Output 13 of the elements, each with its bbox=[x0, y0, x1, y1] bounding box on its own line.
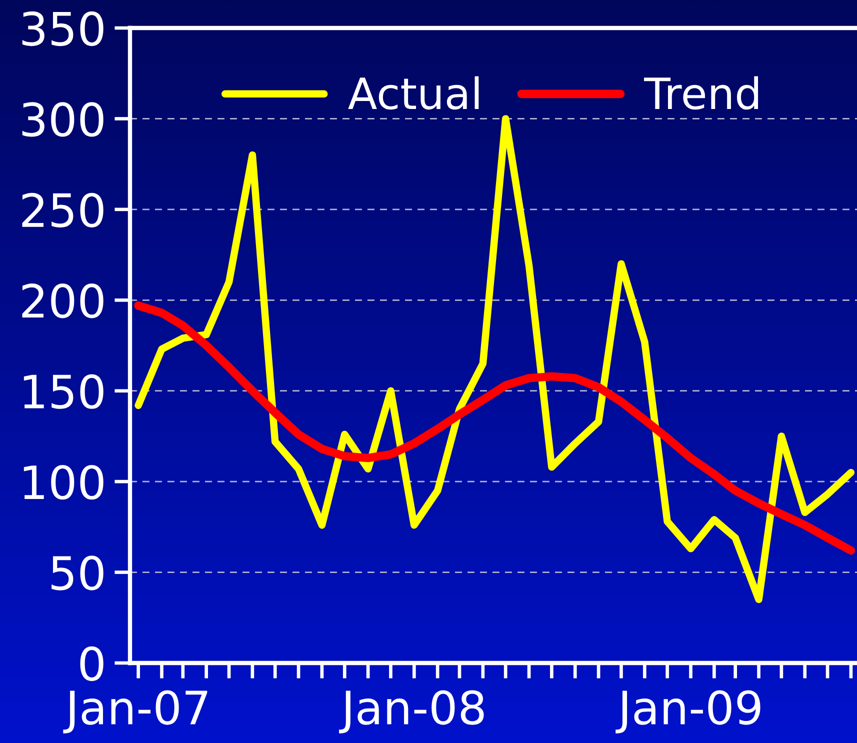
y-tick-label: 300 bbox=[22, 102, 104, 137]
x-tick-label: Jan-09 bbox=[616, 690, 760, 734]
x-tick-label: Jan-08 bbox=[339, 690, 484, 734]
y-tick-label: 250 bbox=[22, 192, 104, 228]
legend-label: Trend bbox=[644, 76, 758, 110]
y-tick-label: 150 bbox=[24, 374, 104, 409]
y-tick-label: 0 bbox=[80, 646, 104, 682]
legend-label: Actual bbox=[348, 76, 479, 110]
y-tick-label: 350 bbox=[22, 11, 104, 46]
y-tick-label: 200 bbox=[22, 284, 104, 318]
x-tick-label: Jan-07 bbox=[63, 690, 208, 734]
y-tick-label: 50 bbox=[52, 556, 104, 590]
y-tick-label: 100 bbox=[24, 464, 104, 500]
